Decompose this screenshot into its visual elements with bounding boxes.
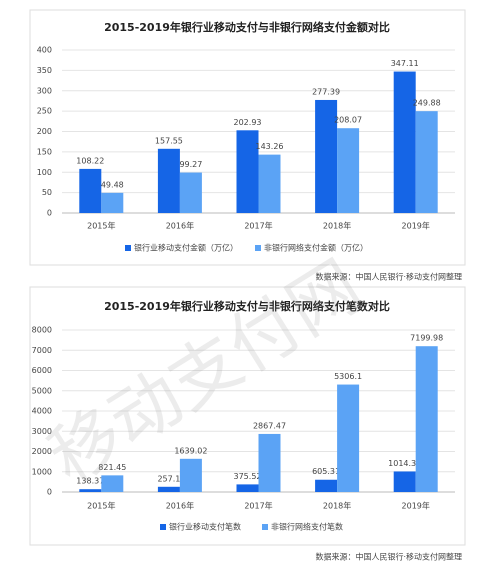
legend-swatch [125, 245, 131, 251]
y-tick-label: 8000 [32, 326, 52, 335]
source-note: 数据来源：中国人民银行·移动支付网整理 [315, 272, 462, 282]
bar [393, 71, 416, 213]
value-label: 157.55 [155, 136, 183, 145]
y-tick-label: 4000 [32, 407, 52, 416]
x-tick-label: 2015年 [87, 501, 115, 511]
y-tick-label: 3000 [32, 427, 52, 436]
y-tick-label: 6000 [32, 366, 52, 375]
bar [179, 458, 202, 492]
legend-swatch [262, 524, 268, 530]
value-label: 257.1 [157, 474, 180, 483]
value-label: 347.11 [391, 59, 419, 68]
y-tick-label: 1000 [32, 467, 52, 476]
y-tick-label: 300 [37, 86, 52, 95]
bar [101, 475, 124, 492]
x-tick-label: 2018年 [323, 501, 351, 511]
y-tick-label: 150 [37, 147, 52, 156]
legend-label: 银行业移动支付金额（万亿） [134, 243, 238, 253]
bar [101, 192, 124, 213]
legend-label: 银行业移动支付笔数 [169, 522, 241, 532]
bar [157, 486, 180, 492]
x-tick-label: 2016年 [166, 221, 194, 231]
chart-title: 2015-2019年银行业移动支付与非银行网络支付金额对比 [104, 20, 390, 34]
bar [179, 172, 202, 213]
bar [415, 346, 438, 492]
value-label: 605.31 [312, 467, 340, 476]
value-label: 99.27 [179, 160, 202, 169]
y-tick-label: 2000 [32, 447, 52, 456]
bar [315, 479, 338, 492]
legend-label: 非银行网络支付笔数 [271, 522, 343, 532]
bar [337, 384, 360, 492]
value-label: 143.26 [256, 142, 284, 151]
value-label: 108.22 [76, 156, 104, 165]
value-label: 375.52 [234, 472, 262, 481]
y-tick-label: 250 [37, 107, 52, 116]
value-label: 2867.47 [253, 421, 286, 430]
legend-label: 非银行网络支付金额（万亿） [264, 243, 368, 253]
bar [337, 128, 360, 213]
value-label: 1639.02 [174, 446, 207, 455]
value-label: 7199.98 [410, 334, 443, 343]
value-label: 821.45 [98, 463, 126, 472]
y-tick-label: 200 [37, 127, 52, 136]
value-label: 138.37 [76, 477, 104, 486]
value-label: 1014.31 [388, 459, 421, 468]
bar [315, 99, 338, 213]
bar [258, 433, 281, 492]
y-tick-label: 7000 [32, 346, 52, 355]
y-tick-label: 0 [47, 209, 52, 218]
bar [236, 484, 259, 492]
bar [393, 471, 416, 492]
y-tick-label: 0 [47, 488, 52, 497]
y-tick-label: 50 [42, 188, 52, 197]
x-tick-label: 2015年 [87, 221, 115, 231]
bar [258, 154, 281, 213]
y-tick-label: 350 [37, 66, 52, 75]
value-label: 202.93 [234, 118, 262, 127]
bar [79, 168, 102, 213]
legend-swatch [160, 524, 166, 530]
value-label: 249.88 [413, 99, 441, 108]
bar [236, 130, 259, 213]
chart-title: 2015-2019年银行业移动支付与非银行网络支付笔数对比 [104, 299, 390, 313]
bar [157, 148, 180, 213]
bar [79, 489, 102, 492]
y-tick-label: 400 [37, 46, 52, 55]
x-tick-label: 2019年 [402, 501, 430, 511]
y-tick-label: 5000 [32, 386, 52, 395]
value-label: 208.07 [334, 116, 362, 125]
x-tick-label: 2016年 [166, 501, 194, 511]
value-label: 49.48 [101, 180, 124, 189]
x-tick-label: 2017年 [244, 501, 272, 511]
x-tick-label: 2019年 [402, 221, 430, 231]
x-tick-label: 2018年 [323, 221, 351, 231]
value-label: 5306.1 [334, 372, 362, 381]
bar [415, 111, 438, 213]
x-tick-label: 2017年 [244, 221, 272, 231]
legend-swatch [255, 245, 261, 251]
source-note: 数据来源：中国人民银行·移动支付网整理 [315, 552, 462, 562]
value-label: 277.39 [312, 87, 340, 96]
y-tick-label: 100 [37, 168, 52, 177]
